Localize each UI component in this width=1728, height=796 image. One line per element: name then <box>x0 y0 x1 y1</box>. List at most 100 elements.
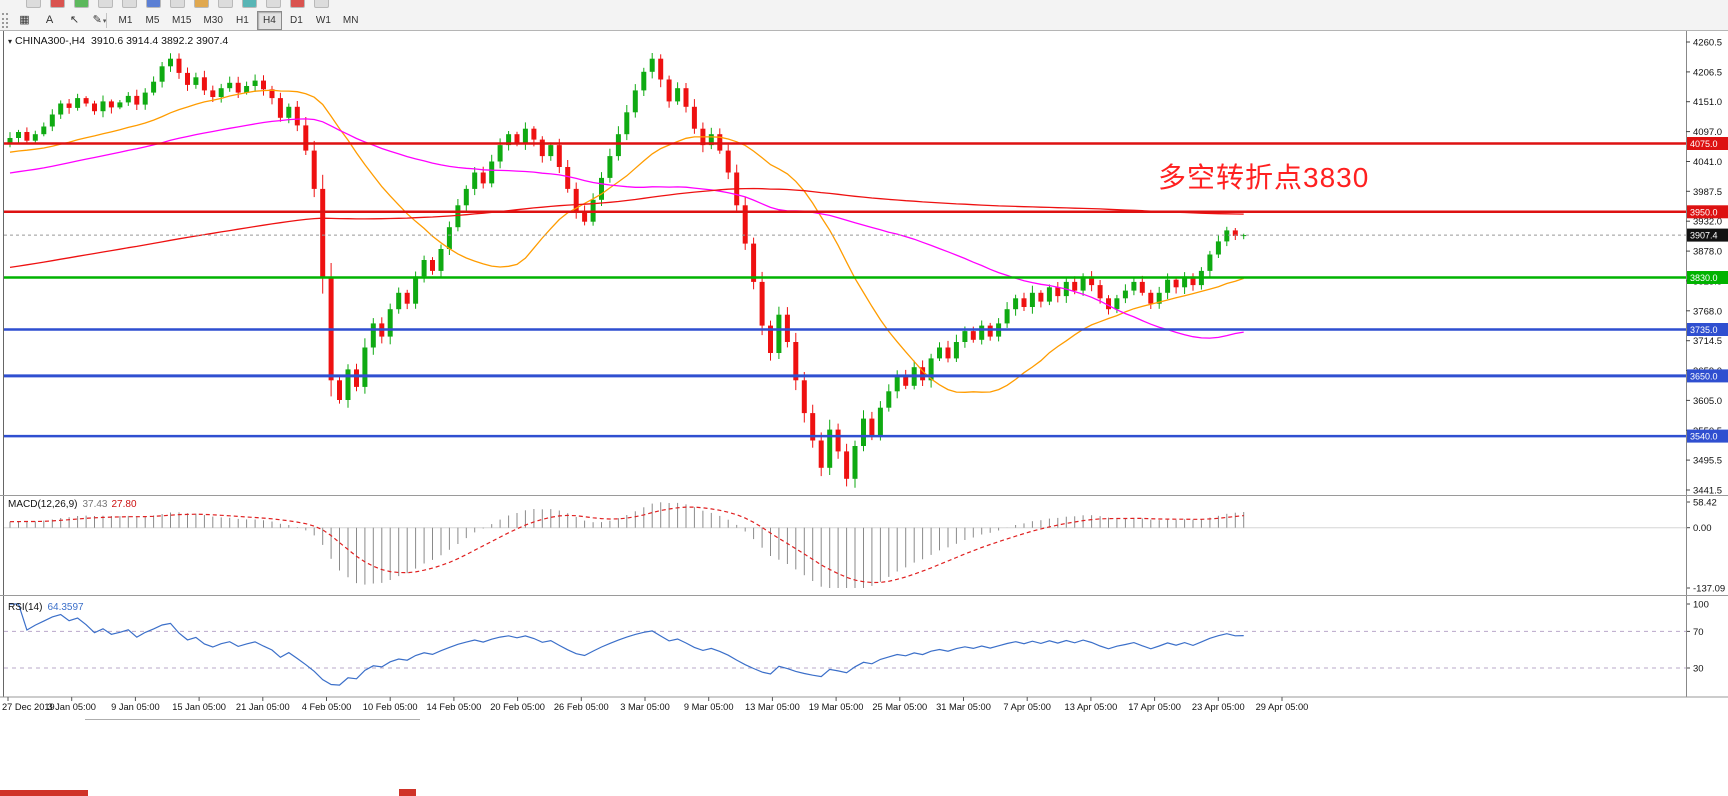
period-button-M1[interactable]: M1 <box>113 11 138 30</box>
toolbar-partial-icon-12[interactable] <box>290 0 305 8</box>
svg-text:25 Mar 05:00: 25 Mar 05:00 <box>872 702 927 712</box>
rsi-value: 64.3597 <box>47 602 84 613</box>
svg-text:4206.5: 4206.5 <box>1693 67 1722 78</box>
toolbar-partial-icon-6[interactable] <box>146 0 161 8</box>
toolbar-grip[interactable] <box>2 13 8 28</box>
svg-text:13 Mar 05:00: 13 Mar 05:00 <box>745 702 800 712</box>
svg-text:100: 100 <box>1693 600 1709 611</box>
period-button-D1[interactable]: D1 <box>284 11 309 30</box>
chart-annotation-text[interactable]: 多空转折点3830 <box>1158 162 1370 193</box>
drawing-tools-group: ▦ A ↖ ✎▾ <box>12 11 112 30</box>
toolbar-partial-icon-5[interactable] <box>122 0 137 8</box>
moving-average-lines <box>9 89 1244 393</box>
taskbar-fragment <box>0 790 88 796</box>
svg-text:3987.5: 3987.5 <box>1693 187 1722 198</box>
toolbar-partial-icon-7[interactable] <box>170 0 185 8</box>
toolbar-partial-icon-8[interactable] <box>194 0 209 8</box>
svg-text:58.42: 58.42 <box>1693 498 1717 509</box>
svg-text:23 Apr 05:00: 23 Apr 05:00 <box>1192 702 1245 712</box>
draw-tool-icon[interactable]: ✎▾ <box>88 11 111 30</box>
toolbar-partial-icon-11[interactable] <box>266 0 281 8</box>
macd-name: MACD(12,26,9) <box>8 499 78 510</box>
svg-text:14 Feb 05:00: 14 Feb 05:00 <box>427 702 482 712</box>
svg-text:29 Apr 05:00: 29 Apr 05:00 <box>1256 702 1309 712</box>
svg-text:3830.0: 3830.0 <box>1690 273 1718 283</box>
svg-text:21 Jan 05:00: 21 Jan 05:00 <box>236 702 290 712</box>
macd-panel: 58.42 0.00 -137.09 <box>4 498 1725 595</box>
chart-collapse-icon[interactable]: ▾ <box>8 37 13 46</box>
top-toolbar-partial-row <box>26 0 329 10</box>
candlestick-series <box>7 53 1247 488</box>
svg-text:-137.09: -137.09 <box>1693 584 1725 595</box>
svg-text:4 Feb 05:00: 4 Feb 05:00 <box>302 702 352 712</box>
price-axis[interactable]: 4260.5 4206.5 4151.0 4097.0 4041.0 3987.5 3932… <box>1686 38 1728 497</box>
toolbar-separator <box>106 13 107 28</box>
main-toolbar: ▦ A ↖ ✎▾ M1 M5 M15 M30 H1 H4 D1 W1 MN <box>0 0 1728 30</box>
svg-text:27 Dec 2019: 27 Dec 2019 <box>2 702 55 712</box>
svg-text:70: 70 <box>1693 627 1704 638</box>
ma-24-line <box>9 89 1244 393</box>
svg-text:0.00: 0.00 <box>1693 523 1712 534</box>
svg-text:4041.0: 4041.0 <box>1693 157 1722 168</box>
dropdown-caret-icon: ▾ <box>102 18 107 25</box>
svg-text:9 Jan 05:00: 9 Jan 05:00 <box>111 702 160 712</box>
svg-text:3 Mar 05:00: 3 Mar 05:00 <box>620 702 670 712</box>
svg-text:17 Apr 05:00: 17 Apr 05:00 <box>1128 702 1181 712</box>
svg-text:20 Feb 05:00: 20 Feb 05:00 <box>490 702 545 712</box>
macd-indicator-label: MACD(12,26,9) 37.43 27.80 <box>8 499 137 510</box>
period-button-H1[interactable]: H1 <box>230 11 255 30</box>
period-button-M5[interactable]: M5 <box>140 11 165 30</box>
horizontal-level-lines[interactable] <box>4 142 1686 438</box>
toolbar-partial-icon-1[interactable] <box>26 0 41 8</box>
chart-title: ▾ CHINA300-,H4 3910.6 3914.4 3892.2 3907.4 <box>8 35 228 47</box>
svg-text:3950.0: 3950.0 <box>1690 207 1718 217</box>
svg-text:15 Jan 05:00: 15 Jan 05:00 <box>172 702 226 712</box>
svg-text:3714.5: 3714.5 <box>1693 336 1722 347</box>
macd-signal-value: 27.80 <box>111 499 137 510</box>
toolbar-partial-icon-9[interactable] <box>218 0 233 8</box>
svg-text:4260.5: 4260.5 <box>1693 38 1722 49</box>
cursor-tool-icon[interactable]: ↖ <box>63 11 86 30</box>
svg-text:3650.0: 3650.0 <box>1690 371 1718 381</box>
rsi-indicator-label: RSI(14) 64.3597 <box>8 602 84 613</box>
macd-main-value: 37.43 <box>82 499 108 510</box>
toolbar-partial-icon-3[interactable] <box>74 0 89 8</box>
period-button-W1[interactable]: W1 <box>311 11 336 30</box>
toolbar-partial-icon-10[interactable] <box>242 0 257 8</box>
svg-text:3932.0: 3932.0 <box>1693 217 1722 228</box>
panel-frame-lines <box>0 30 1728 697</box>
toolbar-partial-icon-2[interactable] <box>50 0 65 8</box>
period-button-M30[interactable]: M30 <box>198 11 227 30</box>
ma-200-line <box>9 187 1244 269</box>
background-window-edge <box>85 719 420 720</box>
toolbar-partial-icon-4[interactable] <box>98 0 113 8</box>
svg-text:31 Mar 05:00: 31 Mar 05:00 <box>936 702 991 712</box>
svg-text:3878.0: 3878.0 <box>1693 247 1722 258</box>
rsi-panel: 100 70 30 <box>4 600 1709 686</box>
svg-text:4151.0: 4151.0 <box>1693 97 1722 108</box>
svg-text:3495.5: 3495.5 <box>1693 456 1722 467</box>
ma-55-line <box>9 118 1244 339</box>
svg-text:3441.5: 3441.5 <box>1693 486 1722 497</box>
chart-symbol-timeframe: CHINA300-,H4 <box>15 35 86 47</box>
svg-text:3768.0: 3768.0 <box>1693 306 1722 317</box>
svg-text:3 Jan 05:00: 3 Jan 05:00 <box>47 702 96 712</box>
taskbar-fragment <box>399 789 416 796</box>
grid-tool-icon[interactable]: ▦ <box>13 11 36 30</box>
svg-text:10 Feb 05:00: 10 Feb 05:00 <box>363 702 418 712</box>
chart-ohlc-values: 3910.6 3914.4 3892.2 3907.4 <box>91 35 229 47</box>
svg-text:3735.0: 3735.0 <box>1690 325 1718 335</box>
period-button-MN[interactable]: MN <box>338 11 364 30</box>
svg-text:9 Mar 05:00: 9 Mar 05:00 <box>684 702 734 712</box>
svg-text:4097.0: 4097.0 <box>1693 127 1722 138</box>
timeframe-buttons-group: M1 M5 M15 M30 H1 H4 D1 W1 MN <box>112 11 364 30</box>
period-button-M15[interactable]: M15 <box>167 11 196 30</box>
period-button-H4[interactable]: H4 <box>256 11 282 30</box>
toolbar-partial-icon-13[interactable] <box>314 0 329 8</box>
text-tool-icon[interactable]: A <box>38 11 61 30</box>
svg-text:7 Apr 05:00: 7 Apr 05:00 <box>1003 702 1051 712</box>
svg-text:19 Mar 05:00: 19 Mar 05:00 <box>809 702 864 712</box>
